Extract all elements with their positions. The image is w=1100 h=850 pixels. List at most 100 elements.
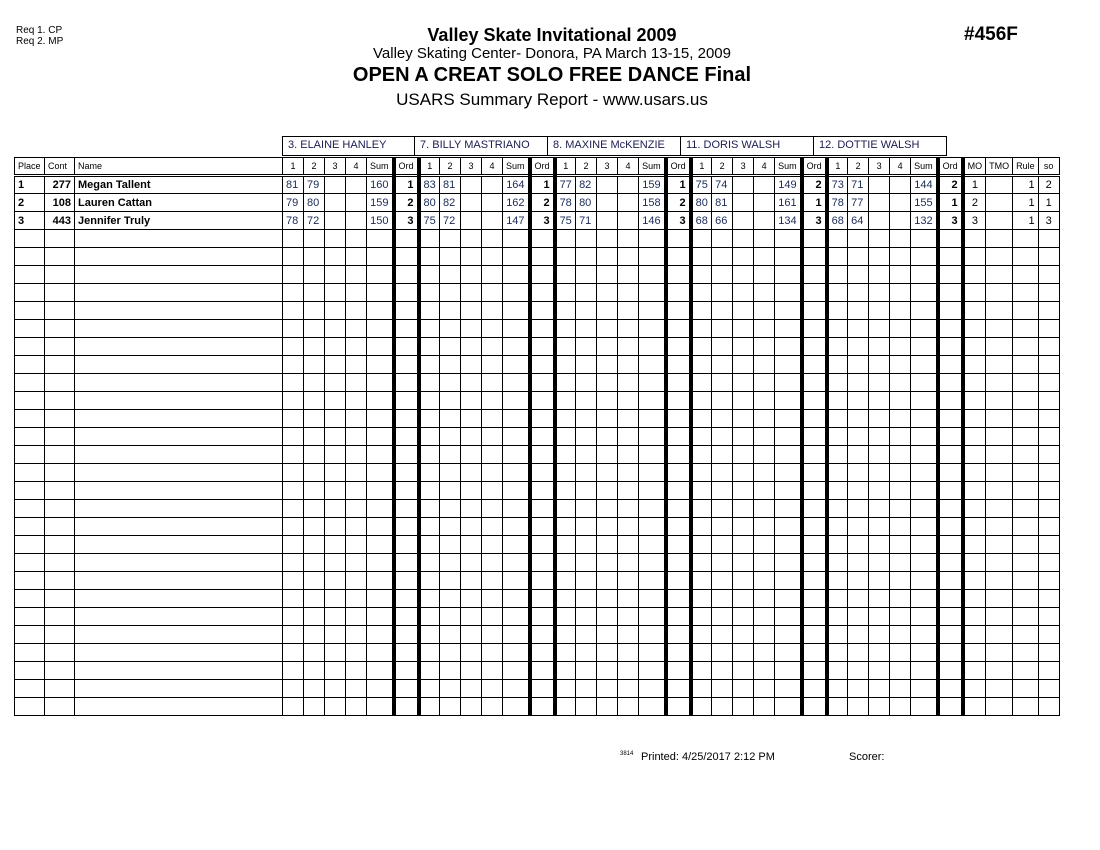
sum-cell: 159 (638, 175, 667, 194)
sum-cell (774, 481, 803, 500)
score-cell (418, 535, 441, 554)
sum-cell (502, 283, 531, 302)
judge-col-header: 4 (889, 157, 912, 177)
place-cell (14, 247, 45, 266)
sum-cell (774, 697, 803, 716)
score-cell (554, 373, 577, 392)
judge-header: 3. ELAINE HANLEY (282, 136, 415, 156)
score-cell (596, 211, 619, 230)
name-cell (74, 499, 283, 518)
score-cell (711, 355, 734, 374)
tmo-cell (985, 355, 1014, 374)
sum-cell (502, 499, 531, 518)
score-cell (481, 337, 504, 356)
sum-cell: 158 (638, 193, 667, 212)
score-cell (889, 319, 912, 338)
score-cell (345, 355, 367, 374)
table-row (14, 463, 1060, 482)
score-cell (575, 589, 598, 608)
mo-header: MO (962, 157, 987, 177)
mo-cell (962, 409, 987, 428)
table-row (14, 607, 1060, 626)
sum-cell (910, 589, 939, 608)
score-cell (575, 697, 598, 716)
score-cell (345, 337, 367, 356)
score-cell (826, 571, 849, 590)
ord-cell (663, 337, 693, 356)
score-cell (418, 229, 441, 248)
score-cell (460, 481, 483, 500)
score-cell (575, 427, 598, 446)
table-row (14, 247, 1060, 266)
score-cell (460, 445, 483, 464)
ord-cell: 3 (935, 211, 965, 230)
score-cell (324, 535, 346, 554)
sum-cell (502, 427, 531, 446)
score-cell (418, 355, 441, 374)
score-cell (282, 499, 304, 518)
judge-col-header: 1 (282, 157, 304, 177)
rule-cell (1012, 553, 1039, 572)
name-cell: Jennifer Truly (74, 211, 283, 230)
sum-cell (502, 643, 531, 662)
tmo-cell (985, 229, 1014, 248)
sum-cell (910, 643, 939, 662)
tmo-cell (985, 211, 1014, 230)
score-cell (753, 175, 776, 194)
ord-cell (663, 319, 693, 338)
ord-cell (391, 409, 421, 428)
score-cell (690, 661, 713, 680)
sum-cell (910, 445, 939, 464)
tmo-cell (985, 463, 1014, 482)
score-cell (575, 607, 598, 626)
score-cell: 66 (711, 211, 734, 230)
score-cell (481, 355, 504, 374)
requirement-1: Req 1. CP (16, 25, 63, 36)
score-cell (460, 409, 483, 428)
rule-cell (1012, 625, 1039, 644)
score-cell (596, 445, 619, 464)
sum-cell (638, 589, 667, 608)
score-cell (439, 265, 462, 284)
score-cell (439, 301, 462, 320)
sum-cell (638, 391, 667, 410)
ord-cell (799, 625, 829, 644)
name-cell (74, 679, 283, 698)
sum-cell (502, 355, 531, 374)
sum-cell (910, 427, 939, 446)
score-cell (617, 607, 640, 626)
ord-cell (663, 391, 693, 410)
cont-cell (44, 463, 75, 482)
score-cell (617, 643, 640, 662)
score-cell (847, 265, 870, 284)
tmo-cell (985, 553, 1014, 572)
place-cell: 1 (14, 175, 45, 194)
rule-cell: 1 (1012, 193, 1039, 212)
sum-cell: 149 (774, 175, 803, 194)
sum-cell (638, 571, 667, 590)
score-cell (889, 607, 912, 626)
cont-cell (44, 229, 75, 248)
sum-cell (774, 373, 803, 392)
score-cell (711, 481, 734, 500)
score-cell (889, 661, 912, 680)
rule-cell (1012, 535, 1039, 554)
score-cell (282, 589, 304, 608)
ord-cell (391, 337, 421, 356)
score-cell: 77 (847, 193, 870, 212)
score-cell (481, 283, 504, 302)
so-cell (1037, 661, 1060, 680)
name-cell (74, 535, 283, 554)
score-cell (303, 553, 325, 572)
sum-cell (365, 571, 395, 590)
sum-cell (365, 373, 395, 392)
ord-cell (527, 679, 557, 698)
score-cell (596, 283, 619, 302)
score-cell (826, 229, 849, 248)
score-cell: 71 (847, 175, 870, 194)
score-cell (847, 571, 870, 590)
score-cell (596, 319, 619, 338)
score-cell (481, 535, 504, 554)
cont-cell: 443 (44, 211, 75, 230)
score-cell (826, 409, 849, 428)
